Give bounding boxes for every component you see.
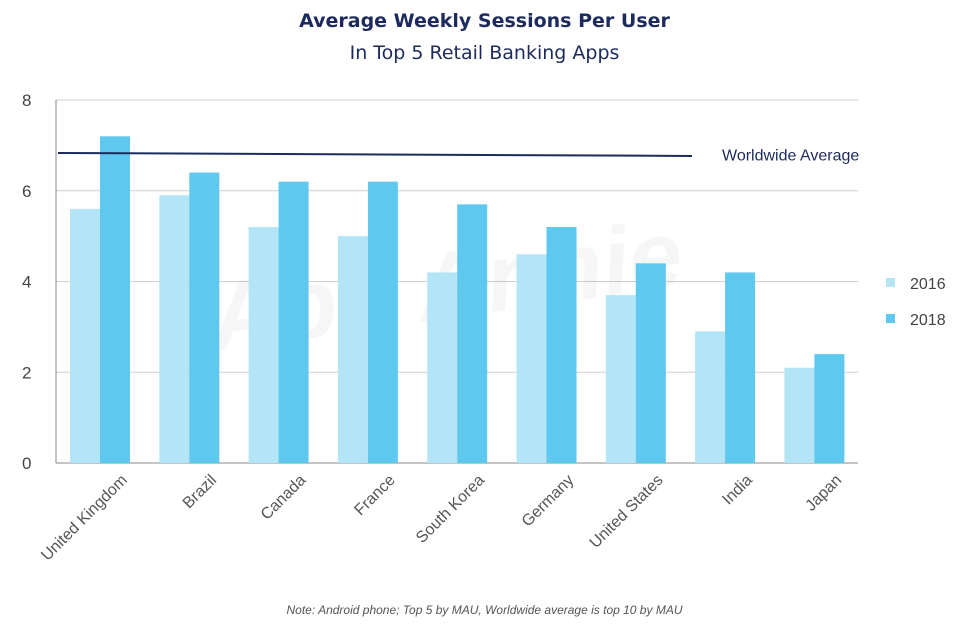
bar-2016 <box>784 367 815 463</box>
bar-2018 <box>100 136 130 464</box>
y-tick-label: 0 <box>22 454 31 473</box>
bar-2016 <box>70 208 100 463</box>
bar-2016 <box>695 331 726 463</box>
bar-2016 <box>337 236 368 463</box>
y-tick-label: 2 <box>22 363 31 382</box>
bar-2018 <box>189 172 220 463</box>
bar-2016 <box>605 295 636 463</box>
bar-2018 <box>725 272 756 463</box>
x-tick-label: United States <box>587 472 667 552</box>
y-tick-label: 6 <box>22 182 31 201</box>
chart-note: Note: Android phone; Top 5 by MAU, World… <box>286 603 683 617</box>
bar-2018 <box>814 354 845 463</box>
bar-2016 <box>159 195 190 463</box>
bar-2016 <box>427 272 458 463</box>
legend-swatch-2018 <box>886 314 895 323</box>
bar-2016 <box>248 227 279 463</box>
x-tick-label: France <box>351 472 398 519</box>
legend-swatch-2016 <box>886 278 895 287</box>
x-tick-label: Brazil <box>180 472 220 512</box>
x-tick-label: Germany <box>519 472 578 531</box>
bar-2016 <box>516 254 547 463</box>
y-tick-label: 4 <box>22 273 31 292</box>
chart-subtitle: In Top 5 Retail Banking Apps <box>349 42 620 64</box>
x-tick-label: United Kingdom <box>38 472 131 565</box>
legend-label-2018: 2018 <box>910 312 946 329</box>
x-tick-label: South Korea <box>413 472 488 547</box>
x-tick-label: Japan <box>802 472 845 515</box>
bar-2018 <box>635 263 666 463</box>
legend-label-2016: 2016 <box>910 276 946 293</box>
bar-2018 <box>457 204 488 464</box>
bar-2018 <box>546 227 577 463</box>
worldwide-average-line <box>57 151 693 157</box>
x-tick-label: India <box>719 472 756 509</box>
bar-2018 <box>278 181 309 464</box>
y-tick-label: 8 <box>22 91 31 110</box>
chart-title: Average Weekly Sessions Per User <box>299 10 670 32</box>
x-tick-label: Canada <box>258 472 310 524</box>
worldwide-average-label: Worldwide Average <box>722 147 859 164</box>
bar-2018 <box>367 181 398 464</box>
